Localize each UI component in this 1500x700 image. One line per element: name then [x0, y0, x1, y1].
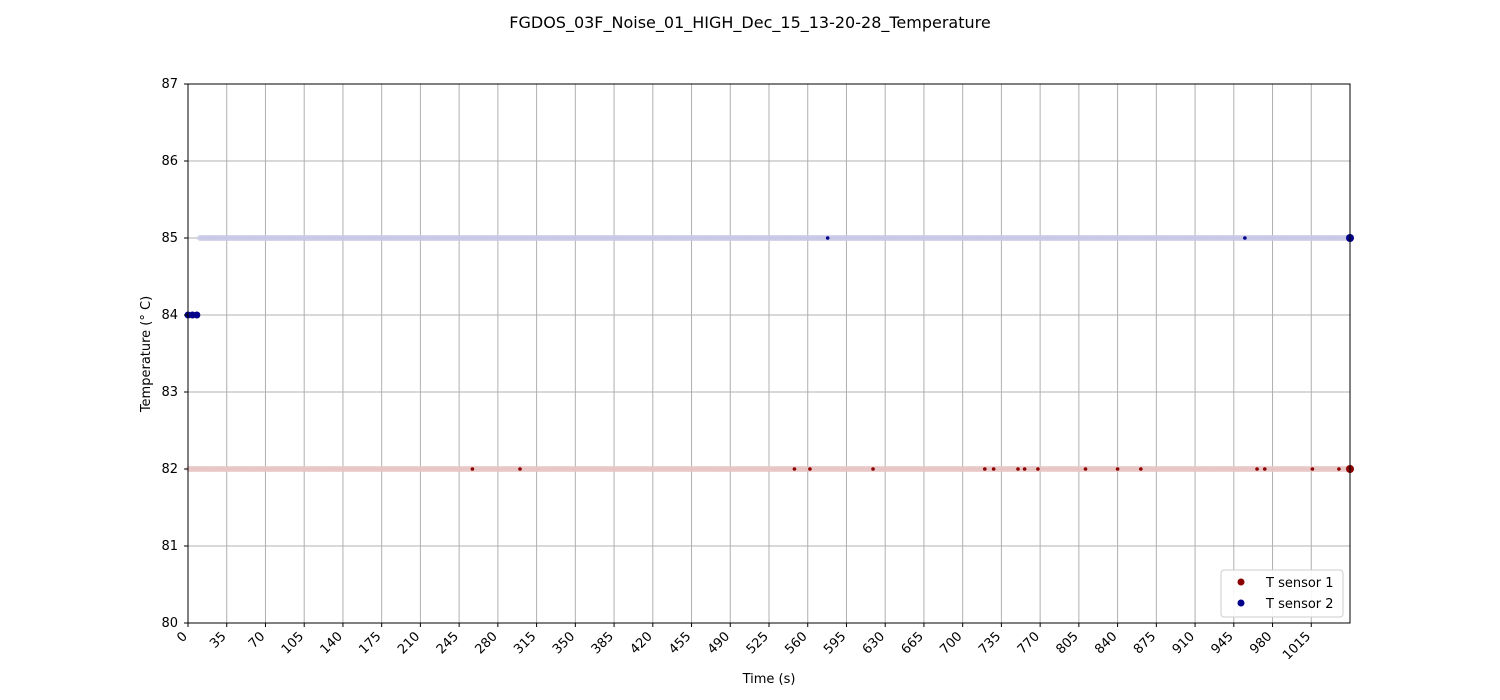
x-tick-label: 0	[174, 629, 190, 645]
x-tick-label: 105	[279, 629, 307, 657]
x-tick-label: 490	[705, 629, 733, 657]
x-tick-label: 455	[666, 629, 694, 657]
series-2	[184, 234, 1354, 319]
data-point	[1337, 467, 1341, 471]
x-tick-label: 595	[821, 629, 849, 657]
data-point	[1115, 467, 1120, 471]
series-layer	[184, 234, 1354, 473]
series-1	[185, 465, 1354, 473]
x-tick-label: 315	[511, 629, 539, 657]
legend-label-sensor-2: T sensor 2	[1265, 597, 1334, 612]
data-point	[193, 311, 201, 319]
x-tick-label: 945	[1208, 629, 1236, 657]
chart-title: FGDOS_03F_Noise_01_HIGH_Dec_15_13-20-28_…	[509, 13, 990, 33]
y-tick-label: 82	[161, 462, 178, 477]
data-point	[825, 236, 830, 240]
x-tick-label: 420	[627, 629, 655, 657]
data-point	[1083, 467, 1088, 471]
data-point	[991, 467, 996, 471]
legend-marker-sensor-2	[1237, 599, 1245, 607]
y-axis-label: Temperature (° C)	[139, 296, 154, 413]
data-point	[1036, 467, 1040, 471]
y-tick-label: 80	[161, 616, 178, 631]
data-point	[470, 467, 475, 471]
data-point	[808, 467, 812, 471]
x-axis-label: Time (s)	[742, 672, 796, 687]
x-tick-label: 245	[434, 629, 462, 657]
x-tick-label: 70	[246, 629, 268, 651]
x-tick-label: 770	[1015, 629, 1043, 657]
data-point	[1310, 467, 1315, 471]
data-point	[1262, 467, 1267, 471]
x-tick-label: 560	[782, 629, 810, 657]
x-tick-label: 210	[395, 629, 423, 657]
y-tick-label: 85	[161, 231, 178, 246]
data-point	[1139, 467, 1143, 471]
x-tick-label: 35	[207, 629, 229, 651]
x-tick-label: 910	[1170, 629, 1198, 657]
x-tick-label: 665	[899, 629, 927, 657]
y-tick-label: 84	[161, 308, 178, 323]
x-tick-label: 280	[473, 629, 501, 657]
y-tick-label: 87	[161, 77, 178, 92]
data-point	[792, 467, 797, 471]
x-tick-label: 175	[356, 629, 384, 657]
x-tick-label: 875	[1131, 629, 1159, 657]
x-tick-label: 805	[1054, 629, 1082, 657]
x-tick-label: 840	[1092, 629, 1120, 657]
x-tick-label: 735	[976, 629, 1004, 657]
x-tick-label: 525	[744, 629, 772, 657]
x-tick-label: 385	[589, 629, 617, 657]
x-tick-label: 350	[550, 629, 578, 657]
legend: T sensor 1 T sensor 2	[1220, 569, 1344, 618]
legend-label-sensor-1: T sensor 1	[1265, 576, 1334, 591]
tick-layer: 0 35 70 105 140 175 210 245 280 315 350 385 420 455 49…	[161, 77, 1314, 663]
data-point	[1255, 467, 1259, 471]
x-tick-label: 1015	[1280, 629, 1314, 663]
grid-layer	[187, 83, 1350, 624]
legend-box	[1220, 569, 1344, 618]
data-point	[871, 467, 875, 471]
x-tick-label: 980	[1247, 629, 1275, 657]
y-tick-label: 81	[161, 539, 178, 554]
legend-marker-sensor-1	[1237, 578, 1245, 586]
data-point	[518, 467, 522, 471]
x-tick-label: 700	[937, 629, 965, 657]
x-tick-label: 140	[318, 629, 346, 657]
data-point	[1243, 236, 1247, 240]
x-tick-label: 630	[860, 629, 888, 657]
y-tick-label: 86	[161, 154, 178, 169]
data-point	[1016, 467, 1020, 471]
y-tick-label: 83	[161, 385, 178, 400]
data-point	[983, 467, 987, 471]
data-point	[1022, 467, 1027, 471]
